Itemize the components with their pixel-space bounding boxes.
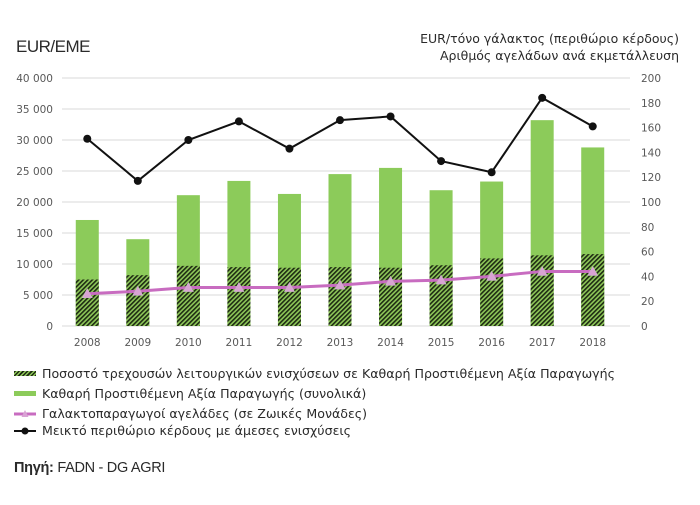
- green-bar-swatch-icon: [14, 391, 36, 396]
- left-tick-label: 25 000: [16, 166, 53, 178]
- x-tick-label: 2009: [124, 337, 151, 349]
- left-tick-label: 5 000: [23, 290, 53, 302]
- legend: Ποσοστό τρεχουσών λειτουργικών ενισχύσεω…: [14, 365, 615, 442]
- point-dairy-cows: [536, 265, 548, 276]
- x-tick-label: 2008: [74, 337, 101, 349]
- right-axis-ticks: 0 20 40 60 80 100 120 140 160 180 200: [641, 73, 661, 333]
- x-tick-label: 2018: [579, 337, 606, 349]
- pink-triangle-line-swatch-icon: [14, 409, 36, 417]
- point-dairy-cows: [81, 288, 93, 299]
- left-tick-label: 30 000: [16, 135, 53, 147]
- right-tick-label: 100: [641, 197, 661, 209]
- right-tick-label: 40: [641, 271, 654, 283]
- point-dairy-cows: [385, 275, 397, 286]
- left-tick-label: 10 000: [16, 259, 53, 271]
- bar-hatched-subsidy-share: [480, 258, 504, 326]
- legend-item-green-bar: Καθαρή Προστιθέμενη Αξία Παραγωγής (συνο…: [14, 385, 615, 402]
- left-tick-label: 0: [46, 321, 53, 333]
- point-gross-margin: [538, 93, 547, 102]
- right-tick-label: 120: [641, 172, 661, 184]
- right-axis-unit-line-2: Αριθμός αγελάδων ανά εκμετάλλευση: [439, 48, 679, 63]
- x-axis-ticks: 2008 2009 2010 2011 2012 2013 2014 2015 2016 2017…: [74, 337, 606, 349]
- black-dot-line-swatch-icon: [14, 427, 36, 434]
- left-tick-label: 15 000: [16, 228, 53, 240]
- right-tick-label: 200: [641, 73, 661, 85]
- point-gross-margin: [336, 116, 344, 125]
- point-dairy-cows: [486, 270, 498, 281]
- hatched-bar-swatch-icon: [14, 371, 36, 376]
- point-gross-margin: [437, 157, 446, 166]
- right-axis-unit-label: EUR/τόνο γάλακτος (περιθώριο κέρδους) Αρ…: [420, 30, 679, 64]
- x-tick-label: 2010: [175, 337, 202, 349]
- point-dairy-cows: [587, 265, 599, 276]
- bar-hatched-subsidy-share: [227, 267, 251, 326]
- right-tick-label: 60: [641, 247, 654, 259]
- legend-label: Μεικτό περιθώριο κέρδους με άμεσες ενισχ…: [42, 423, 352, 438]
- point-gross-margin: [487, 168, 496, 177]
- bar-hatched-subsidy-share: [277, 267, 301, 326]
- x-tick-label: 2012: [276, 337, 303, 349]
- right-tick-label: 80: [641, 222, 654, 234]
- point-gross-margin: [588, 122, 597, 131]
- right-tick-label: 0: [641, 321, 648, 333]
- x-tick-label: 2015: [428, 337, 455, 349]
- legend-item-pink-line: Γαλακτοπαραγωγοί αγελάδες (σε Ζωικές Μον…: [14, 405, 615, 422]
- x-tick-label: 2011: [226, 337, 253, 349]
- source-label: Πηγή:: [14, 460, 54, 476]
- x-tick-label: 2014: [377, 337, 404, 349]
- bar-hatched-subsidy-share: [126, 275, 150, 326]
- left-axis-unit-label: EUR/EME: [16, 37, 90, 56]
- x-tick-label: 2016: [478, 337, 505, 349]
- point-dairy-cows: [435, 274, 447, 285]
- point-dairy-cows: [283, 281, 295, 292]
- bar-hatched-subsidy-share: [581, 254, 605, 326]
- right-tick-label: 20: [641, 296, 654, 308]
- bar-hatched-subsidy-share: [429, 265, 453, 326]
- right-tick-label: 160: [641, 123, 661, 135]
- point-dairy-cows: [132, 285, 144, 296]
- right-tick-label: 140: [641, 147, 661, 159]
- left-tick-label: 35 000: [16, 104, 53, 116]
- point-gross-margin: [133, 176, 142, 185]
- bar-hatched-subsidy-share: [176, 265, 200, 326]
- lines: [81, 93, 599, 299]
- point-gross-margin: [184, 136, 193, 144]
- left-tick-label: 20 000: [16, 197, 53, 209]
- right-tick-label: 180: [641, 98, 661, 110]
- x-tick-label: 2013: [327, 337, 354, 349]
- point-dairy-cows: [182, 281, 194, 292]
- legend-item-black-line: Μεικτό περιθώριο κέρδους με άμεσες ενισχ…: [14, 422, 615, 439]
- line-gross-margin: [86, 96, 594, 183]
- legend-item-hatched-bar: Ποσοστό τρεχουσών λειτουργικών ενισχύσεω…: [14, 365, 615, 382]
- bar-hatched-subsidy-share: [75, 279, 99, 326]
- point-dairy-cows: [233, 281, 245, 292]
- source-note: Πηγή: FADN - DG AGRI: [14, 460, 165, 476]
- point-gross-margin: [285, 144, 294, 153]
- point-gross-margin: [234, 117, 243, 126]
- legend-label: Ποσοστό τρεχουσών λειτουργικών ενισχύσεω…: [42, 366, 615, 381]
- point-dairy-cows: [334, 279, 346, 290]
- legend-label: Γαλακτοπαραγωγοί αγελάδες (σε Ζωικές Μον…: [42, 406, 368, 421]
- right-axis-unit-line-1: EUR/τόνο γάλακτος (περιθώριο κέρδους): [420, 31, 679, 46]
- bar-hatched-subsidy-share: [328, 267, 352, 326]
- point-gross-margin: [386, 112, 395, 121]
- point-gross-margin: [83, 134, 92, 143]
- source-value: FADN - DG AGRI: [57, 460, 166, 476]
- x-tick-label: 2017: [529, 337, 556, 349]
- chart: 0 5 000 10 000 15 000 20 000 25 000 30 000 35 0…: [16, 73, 661, 349]
- legend-label: Καθαρή Προστιθέμενη Αξία Παραγωγής (συνο…: [42, 386, 367, 401]
- left-axis-ticks: 0 5 000 10 000 15 000 20 000 25 000 30 000 35 0…: [16, 73, 53, 333]
- left-tick-label: 40 000: [16, 73, 53, 85]
